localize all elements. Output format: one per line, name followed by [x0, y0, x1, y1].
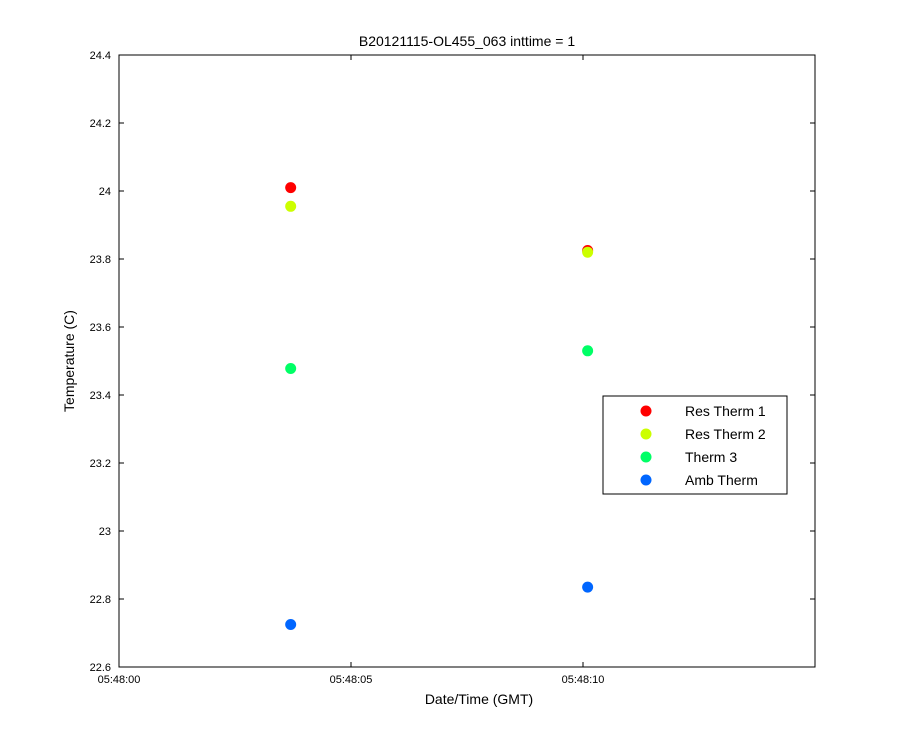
y-tick-label: 23.6 [90, 322, 111, 334]
data-point [285, 182, 297, 194]
legend-label: Therm 3 [685, 449, 737, 465]
y-tick-label: 24.4 [90, 50, 111, 62]
x-tick-label: 05:48:05 [330, 674, 373, 686]
x-axis-label: Date/Time (GMT) [425, 691, 533, 707]
legend-marker [640, 428, 652, 440]
data-point [285, 362, 297, 374]
y-tick-label: 24 [99, 186, 111, 198]
data-point [582, 246, 594, 258]
legend-marker [640, 451, 652, 463]
legend-label: Res Therm 1 [685, 403, 766, 419]
legend-marker [640, 474, 652, 486]
legend: Res Therm 1 Res Therm 2 Therm 3 Amb Therm [602, 395, 788, 495]
x-axis: 05:48:00 05:48:05 05:48:10 [98, 55, 605, 686]
legend-label: Res Therm 2 [685, 426, 766, 442]
y-tick-label: 23.8 [90, 254, 111, 266]
legend-box [602, 395, 788, 495]
y-tick-label: 23.2 [90, 458, 111, 470]
legend-label: Amb Therm [685, 472, 758, 488]
data-point [582, 345, 594, 357]
data-point [582, 581, 594, 593]
y-tick-label: 23.4 [90, 390, 111, 402]
data-point [285, 619, 297, 630]
y-tick-label: 22.8 [90, 594, 111, 606]
y-axis: 22.6 22.8 23 23.2 23.4 23.6 23.8 24 24.2 24.4 [90, 50, 815, 674]
y-tick-label: 23 [99, 526, 111, 538]
legend-marker [640, 405, 652, 417]
y-tick-label: 24.2 [90, 118, 111, 130]
plot-area [118, 54, 816, 668]
x-tick-label: 05:48:00 [98, 674, 141, 686]
y-axis-label: Temperature (C) [61, 310, 77, 412]
data-points [285, 182, 594, 630]
chart-title: B20121115-OL455_063 inttime = 1 [359, 33, 575, 49]
data-point [285, 200, 297, 212]
y-tick-label: 22.6 [90, 662, 111, 674]
x-tick-label: 05:48:10 [562, 674, 605, 686]
